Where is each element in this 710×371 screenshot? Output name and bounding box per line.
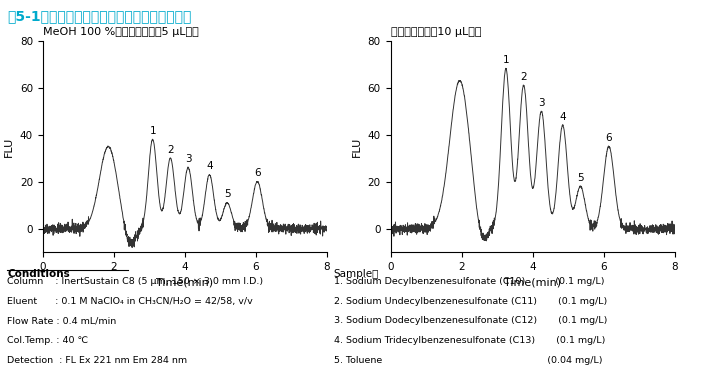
Text: 2. Sodium Undecylbenzenesulfonate (C11)       (0.1 mg/L): 2. Sodium Undecylbenzenesulfonate (C11) … [334,297,607,306]
Text: 1: 1 [149,126,156,136]
Text: 6: 6 [606,133,612,143]
Text: 3: 3 [185,154,192,164]
Text: 1: 1 [503,56,509,66]
Text: Flow Rate : 0.4 mL/min: Flow Rate : 0.4 mL/min [7,316,116,325]
Text: Detection  : FL Ex 221 nm Em 284 nm: Detection : FL Ex 221 nm Em 284 nm [7,356,187,365]
Text: 4. Sodium Tridecylbenzenesulfonate (C13)       (0.1 mg/L): 4. Sodium Tridecylbenzenesulfonate (C13)… [334,336,605,345]
Text: Sample：: Sample： [334,269,379,279]
X-axis label: Time(min): Time(min) [504,278,561,288]
Text: 5. Toluene                                                       (0.04 mg/L): 5. Toluene (0.04 mg/L) [334,356,602,365]
Text: 2: 2 [167,145,174,155]
Text: Col.Temp. : 40 ℃: Col.Temp. : 40 ℃ [7,336,88,345]
Text: 6: 6 [254,168,261,178]
Text: 3: 3 [538,98,545,108]
Text: 5: 5 [224,190,231,200]
Text: Conditions: Conditions [7,269,70,279]
Text: 3. Sodium Dodecylbenzenesulfonate (C12)       (0.1 mg/L): 3. Sodium Dodecylbenzenesulfonate (C12) … [334,316,607,325]
Y-axis label: FLU: FLU [4,137,14,157]
Text: 同じサンプルを10 μL注入: 同じサンプルを10 μL注入 [391,27,481,37]
Text: MeOH 100 %に溶けた試料を5 μL注入: MeOH 100 %に溶けた試料を5 μL注入 [43,27,198,37]
Text: Eluent      : 0.1 M NaClO₄ in CH₃CN/H₂O = 42/58, v/v: Eluent : 0.1 M NaClO₄ in CH₃CN/H₂O = 42/… [7,297,253,306]
Text: 1. Sodium Decylbenzenesulfonate (C10)          (0.1 mg/L): 1. Sodium Decylbenzenesulfonate (C10) (0… [334,277,604,286]
Text: 4: 4 [206,161,213,171]
X-axis label: Time(min): Time(min) [156,278,213,288]
Text: Column    : InertSustain C8 (5 μm, 150 × 3.0 mm I.D.): Column : InertSustain C8 (5 μm, 150 × 3.… [7,277,263,286]
Text: 4: 4 [559,112,566,122]
Text: 図5-1　注入量を増やすことによる感度の改善: 図5-1 注入量を増やすことによる感度の改善 [7,9,192,23]
Y-axis label: FLU: FLU [352,137,362,157]
Text: 5: 5 [577,173,584,183]
Text: 2: 2 [520,72,527,82]
